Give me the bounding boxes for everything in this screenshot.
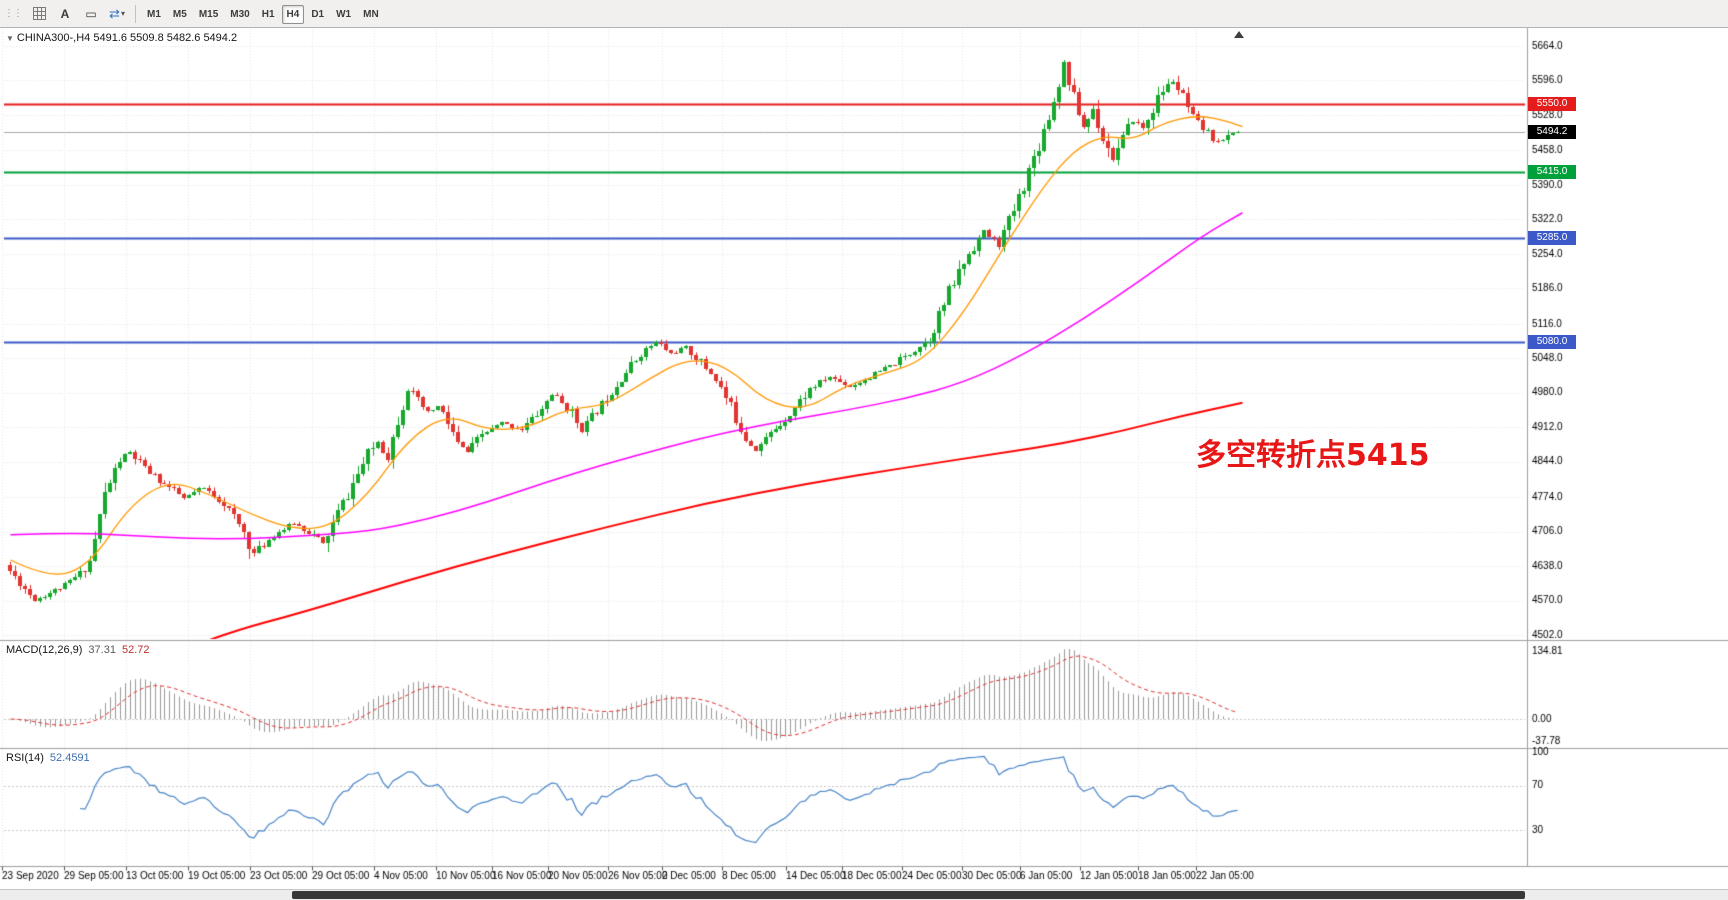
- chart-title-text: CHINA300-,H4 5491.6 5509.8 5482.6 5494.2: [16, 32, 238, 44]
- chart-scrollbar-thumb[interactable]: [292, 891, 1525, 899]
- price-flag-5415.0[interactable]: 5415.0: [1528, 165, 1576, 180]
- toolbar-separator: [135, 4, 136, 23]
- time-axis[interactable]: [0, 866, 1525, 888]
- timeframe-button-m5[interactable]: M5: [172, 8, 187, 20]
- timeframe-button-d1[interactable]: D1: [311, 8, 325, 20]
- timeframe-button-h4[interactable]: H4: [281, 4, 305, 24]
- timeframe-button-m30[interactable]: M30: [230, 8, 250, 20]
- text-annotation-button[interactable]: A: [60, 6, 70, 21]
- price-flag-5550.0[interactable]: 5550.0: [1528, 96, 1576, 111]
- timeframe-button-m1[interactable]: M1: [147, 8, 161, 20]
- templates-grid-button[interactable]: [27, 3, 51, 25]
- timeframe-button-h1[interactable]: H1: [261, 8, 275, 20]
- cycle-arrows-icon: ⇄: [109, 5, 120, 21]
- toolbar: ⋮⋮ A ▭ ⇄ ▾ M1 M5 M15 M30 H1 H4 D1 W1 MN: [0, 0, 1728, 28]
- collapse-triangle-icon[interactable]: ▼: [6, 34, 14, 43]
- rsi-title: RSI(14) 52.4591: [6, 752, 90, 764]
- chart-shift-marker-icon[interactable]: [1234, 31, 1244, 38]
- chart-annotation-text[interactable]: 多空转折点5415: [1196, 438, 1430, 473]
- chart-title: ▼ CHINA300-,H4 5491.6 5509.8 5482.6 5494.…: [6, 32, 237, 44]
- textbox-button[interactable]: ▭: [85, 6, 97, 21]
- price-flag-5080.0[interactable]: 5080.0: [1528, 335, 1576, 350]
- macd-signal-value: 52.72: [121, 644, 150, 656]
- toolbar-drag-handle[interactable]: ⋮⋮: [4, 8, 23, 19]
- timeframe-button-w1[interactable]: W1: [336, 8, 352, 20]
- price-flag-5285.0[interactable]: 5285.0: [1528, 231, 1576, 246]
- cycle-arrows-button[interactable]: ⇄ ▾: [105, 3, 129, 25]
- templates-grid-icon: [32, 7, 46, 20]
- dropdown-caret-icon: ▾: [120, 9, 125, 18]
- timeframe-button-mn[interactable]: MN: [363, 8, 379, 20]
- macd-name: MACD(12,26,9): [6, 644, 83, 656]
- price-flag-5494.2[interactable]: 5494.2: [1528, 125, 1576, 140]
- timeframe-button-m15[interactable]: M15: [198, 8, 219, 20]
- macd-title: MACD(12,26,9) 37.31 52.72: [6, 644, 149, 656]
- price-axis[interactable]: [1526, 28, 1596, 866]
- rsi-value: 52.4591: [49, 752, 90, 764]
- timeframe-group: M1 M5 M15 M30 H1 H4 D1 W1 MN: [141, 4, 385, 24]
- rsi-name: RSI(14): [6, 752, 44, 764]
- macd-main-value: 37.31: [88, 644, 116, 656]
